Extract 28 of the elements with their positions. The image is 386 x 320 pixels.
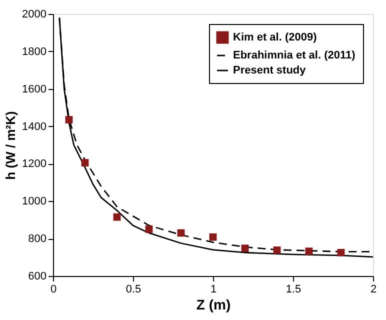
legend-label: Present study: [233, 64, 307, 76]
x-tick-label: 1.5: [286, 284, 302, 296]
point: [113, 213, 121, 221]
y-tick-label: 1600: [22, 83, 46, 96]
y-tick-label: 800: [28, 233, 46, 246]
point: [209, 233, 217, 241]
x-axis-title: Z (m): [196, 296, 231, 312]
x-tick-label: 0: [50, 284, 57, 296]
legend-label: Kim et al. (2009): [233, 32, 318, 44]
y-tick-label: 1400: [22, 120, 46, 133]
x-tick-label: 2: [370, 284, 377, 296]
legend-label: Ebrahimnia et al. (2011): [233, 50, 356, 62]
y-axis-title: h (W / m²K): [3, 111, 18, 180]
point: [65, 116, 73, 124]
point: [81, 159, 89, 166]
y-tick-label: 1000: [22, 196, 46, 208]
point: [177, 229, 185, 237]
point: [305, 248, 313, 256]
x-tick-label: 1: [210, 284, 217, 296]
x-tick-label: 0.5: [126, 284, 142, 296]
point: [337, 248, 345, 256]
point: [145, 226, 153, 233]
y-tick-label: 2000: [22, 8, 46, 20]
y-tick-label: 600: [28, 270, 46, 282]
y-tick-label: 1800: [22, 46, 46, 58]
point: [273, 246, 281, 254]
y-tick-label: 1200: [22, 158, 46, 170]
point: [241, 244, 249, 252]
